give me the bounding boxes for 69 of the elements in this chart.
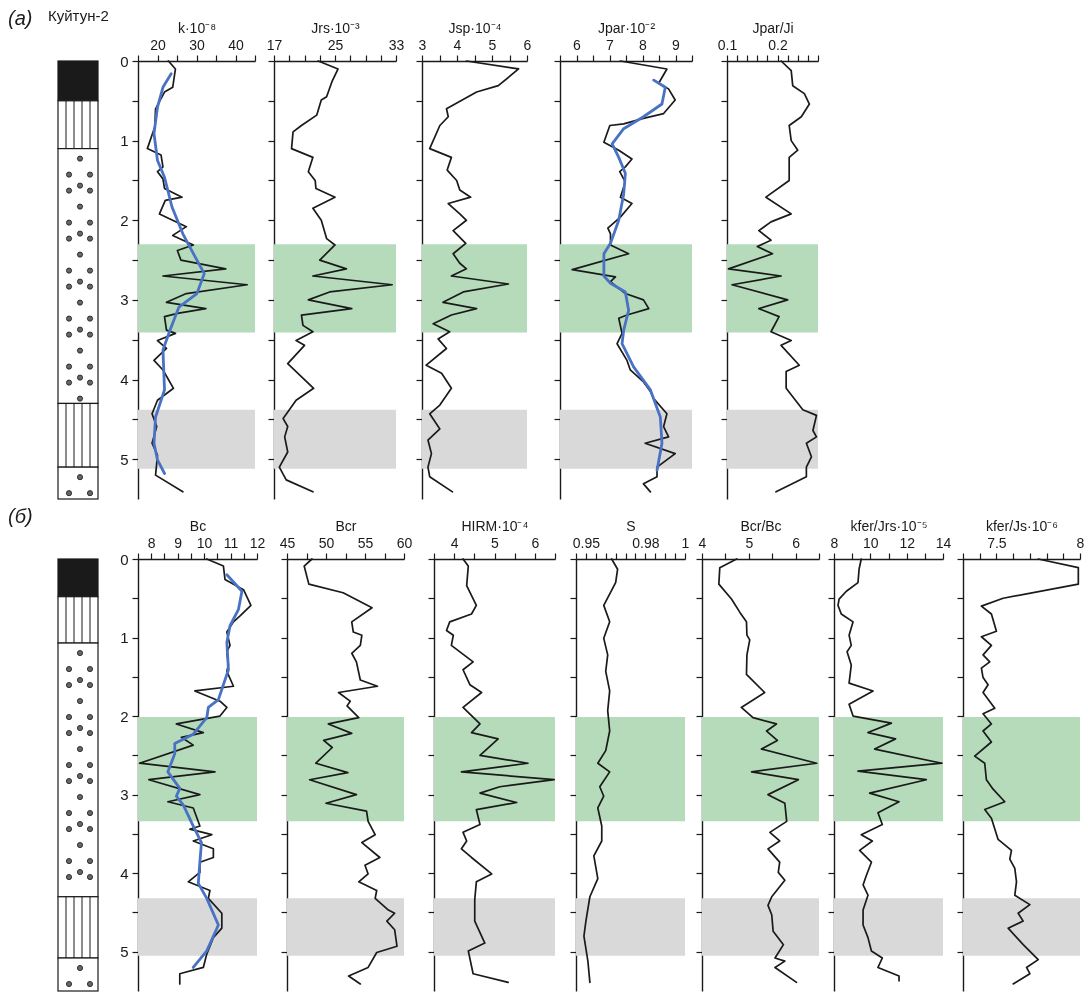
x-tick-label: 45 <box>279 534 296 551</box>
x-tick-label: 5 <box>745 534 754 551</box>
text: (а) <box>8 7 33 30</box>
x-tick-label: 9 <box>672 36 681 53</box>
x-axis-title: HIRM·10⁻⁴ <box>461 517 529 534</box>
x-axis-title: kfer/Js·10⁻⁶ <box>985 517 1059 534</box>
x-tick-label: 0.95 <box>572 534 601 551</box>
x-tick-label: 6 <box>792 534 801 551</box>
x-axis-title: kfer/Jrs·10⁻⁵ <box>850 517 928 534</box>
x-tick-label: 6 <box>573 36 582 53</box>
x-tick-label: 6 <box>523 36 532 53</box>
x-axis-title: Jpar/Ji <box>752 19 794 36</box>
y-tick-label: 4 <box>120 864 129 882</box>
y-tick-label: 2 <box>120 707 129 725</box>
x-tick-label: 5 <box>491 534 500 551</box>
x-axis-title: Bcr <box>335 517 357 534</box>
x-tick-label: 4 <box>450 534 459 551</box>
x-axis-title: Bcr/Bc <box>740 517 782 534</box>
x-tick-label: 7 <box>606 36 615 53</box>
y-tick-label: 3 <box>120 291 129 309</box>
x-tick-label: 30 <box>189 36 205 53</box>
x-tick-label: 3 <box>418 36 427 53</box>
x-tick-label: 17 <box>266 36 283 53</box>
x-axis-title: Jsp·10⁻⁴ <box>448 19 502 36</box>
x-tick-label: 50 <box>318 534 335 551</box>
x-axis-title: Jpar·10⁻² <box>597 19 656 36</box>
y-tick-label: 3 <box>120 786 129 804</box>
y-tick-label: 1 <box>120 132 129 150</box>
x-tick-label: 6 <box>531 534 540 551</box>
x-tick-label: 10 <box>863 534 879 551</box>
x-tick-label: 20 <box>150 36 166 53</box>
y-tick-label: 0 <box>120 52 129 70</box>
x-tick-label: 5 <box>488 36 497 53</box>
y-tick-label: 1 <box>120 629 129 647</box>
x-tick-label: 8 <box>147 534 156 551</box>
x-tick-label: 55 <box>357 534 374 551</box>
x-tick-label: 9 <box>174 534 183 551</box>
x-tick-label: 33 <box>388 36 405 53</box>
y-tick-label: 4 <box>120 371 129 389</box>
x-tick-label: 0.1 <box>717 36 738 53</box>
text: (б) <box>8 505 33 528</box>
y-tick-label: 2 <box>120 211 129 229</box>
x-tick-label: 8 <box>830 534 839 551</box>
x-tick-label: 1 <box>681 534 690 551</box>
x-tick-label: 0.98 <box>632 534 660 551</box>
x-tick-label: 12 <box>899 534 916 551</box>
line-series <box>166 573 244 969</box>
line-series <box>152 72 206 475</box>
x-tick-label: 14 <box>935 534 952 551</box>
x-tick-label: 40 <box>228 36 244 53</box>
x-tick-label: 25 <box>327 36 344 53</box>
x-tick-label: 4 <box>698 534 707 551</box>
x-tick-label: 60 <box>396 534 413 551</box>
y-tick-label: 0 <box>120 550 129 568</box>
x-tick-label: 10 <box>196 534 213 551</box>
y-tick-label: 5 <box>120 450 129 468</box>
x-axis-title: Jrs·10⁻³ <box>311 19 361 36</box>
x-tick-label: 4 <box>453 36 462 53</box>
x-tick-label: 12 <box>249 534 266 551</box>
x-tick-label: 0.2 <box>768 36 788 53</box>
x-tick-label: 8 <box>639 36 648 53</box>
y-tick-label: 5 <box>120 943 129 961</box>
x-tick-label: 11 <box>223 534 239 551</box>
text: Куйтун-2 <box>48 7 109 24</box>
x-axis-title: Bc <box>189 517 207 534</box>
x-tick-label: 8 <box>1076 534 1085 551</box>
x-axis-title: k·10⁻⁸ <box>177 19 217 36</box>
x-axis-title: S <box>626 517 636 534</box>
x-tick-label: 7.5 <box>987 534 1007 551</box>
